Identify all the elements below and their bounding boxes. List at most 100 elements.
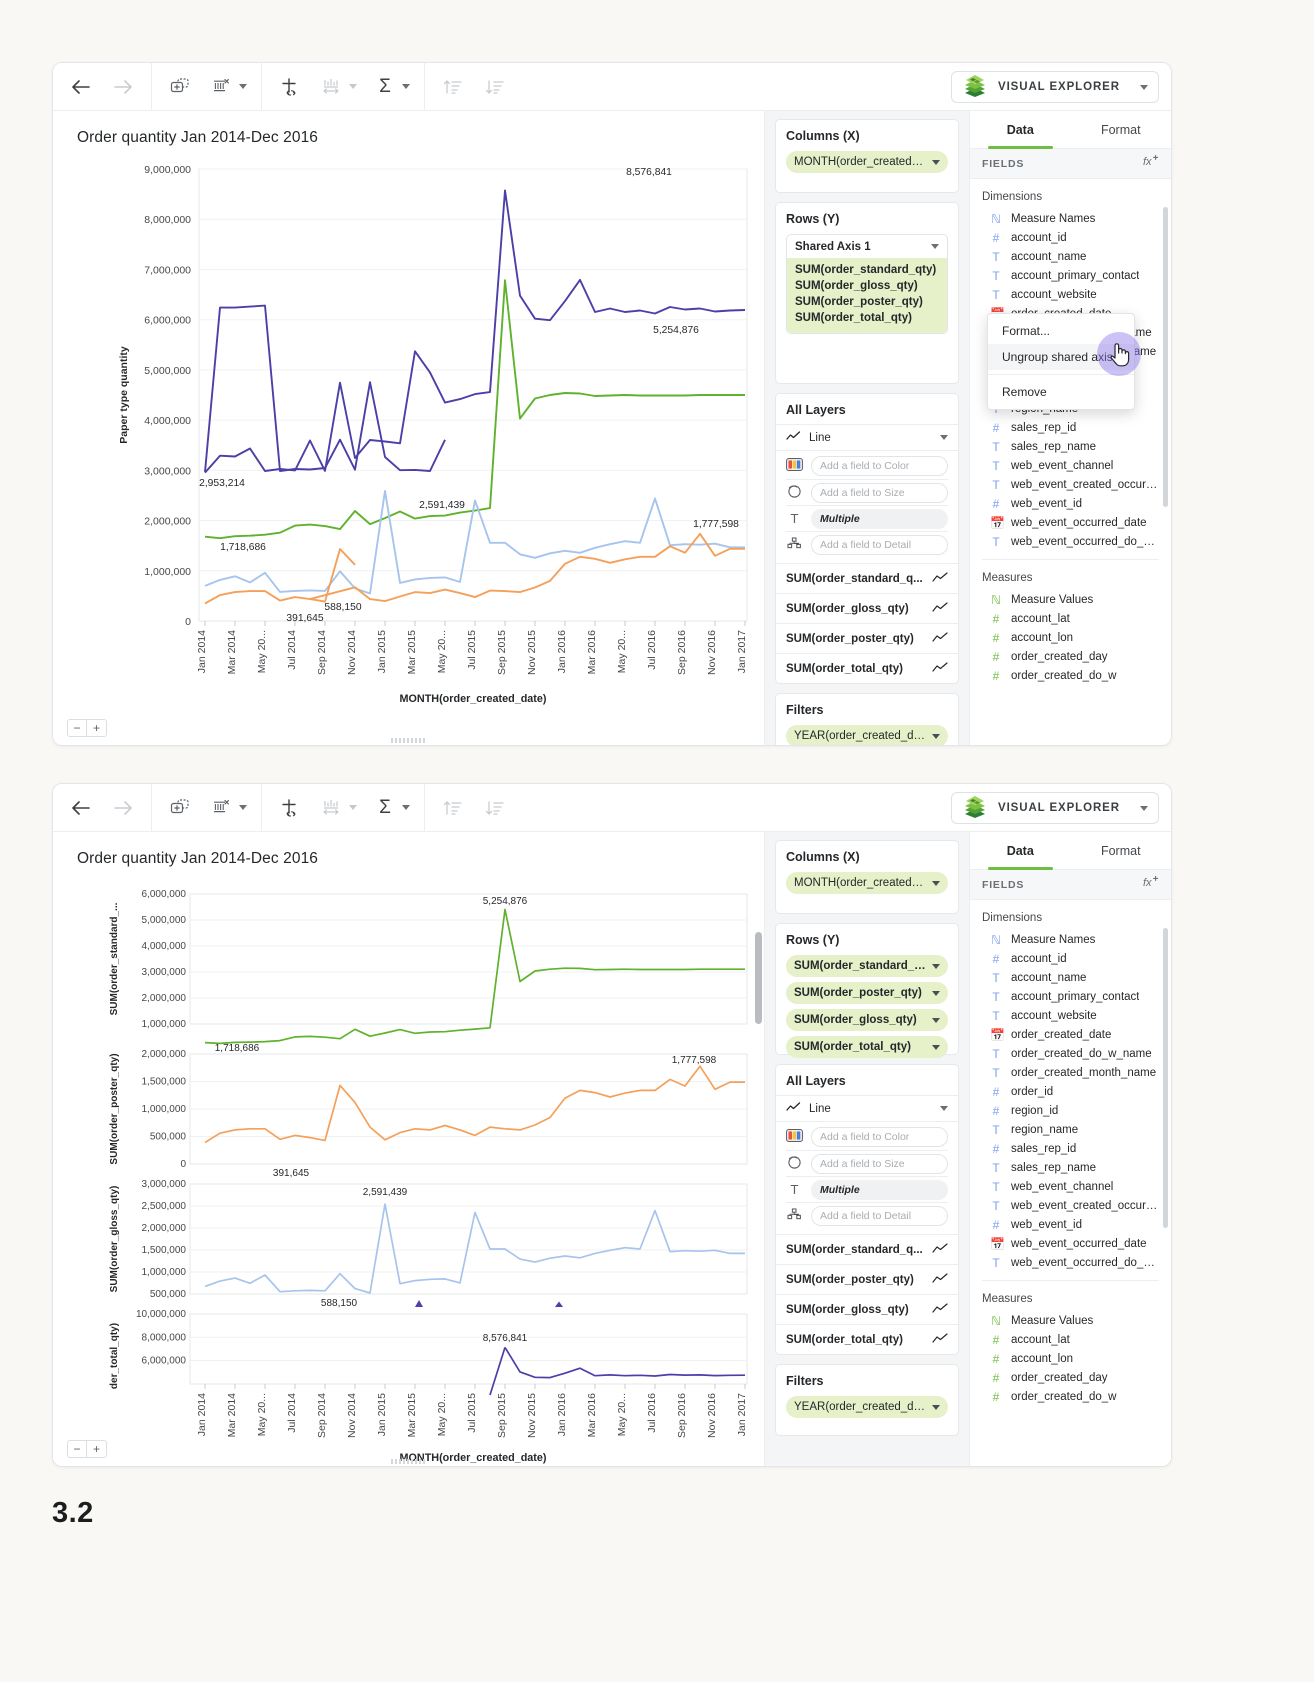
data-pane-scrollbar[interactable] (1163, 207, 1168, 507)
chevron-down-icon[interactable] (349, 805, 357, 810)
clear-chart-button[interactable] (208, 794, 247, 822)
zoom-in-button[interactable]: + (87, 719, 107, 737)
fit-width-icon[interactable] (318, 73, 346, 101)
text-icon[interactable]: T (790, 511, 799, 526)
size-icon[interactable] (786, 484, 803, 501)
field-item[interactable]: # web_event_id (970, 1215, 1171, 1234)
field-item[interactable]: ℕ Measure Names (970, 930, 1171, 949)
layer-row[interactable]: SUM(order_poster_qty) (776, 623, 958, 653)
field-item[interactable]: 📅 web_event_occurred_date (970, 1234, 1171, 1253)
data-pane-scrollbar[interactable] (1163, 928, 1168, 1228)
tab-format[interactable]: Format (1100, 843, 1141, 858)
color-palette-icon[interactable] (786, 458, 803, 474)
field-item[interactable]: # account_lat (970, 609, 1171, 628)
field-item[interactable]: 📅 web_event_occurred_date (970, 513, 1171, 532)
field-item[interactable]: # account_id (970, 949, 1171, 968)
shared-axis-field[interactable]: SUM(order_standard_qty) (795, 264, 937, 276)
field-item[interactable]: # region_id (970, 1101, 1171, 1120)
filters-pill-year[interactable]: YEAR(order_created_date) (786, 725, 948, 745)
totals-button[interactable]: Σ (371, 794, 410, 822)
fit-width-button[interactable] (318, 794, 357, 822)
columns-pill-month[interactable]: MONTH(order_created_d... (786, 151, 948, 173)
add-card-icon[interactable] (166, 794, 194, 822)
chevron-down-icon[interactable] (402, 805, 410, 810)
field-item[interactable]: # order_created_do_w (970, 1387, 1171, 1406)
color-palette-icon[interactable] (786, 1129, 803, 1145)
mark-type-selector[interactable]: Line (776, 424, 958, 451)
clear-chart-icon[interactable] (208, 794, 236, 822)
chevron-down-icon[interactable] (239, 805, 247, 810)
field-item[interactable]: Tweb_event_occurred_do_w_na... (970, 532, 1171, 551)
context-menu-item-remove[interactable]: Remove (1002, 385, 1047, 399)
totals-button[interactable]: Σ (371, 73, 410, 101)
resize-handle[interactable] (390, 738, 427, 743)
swap-axes-icon[interactable] (276, 73, 304, 101)
color-field-input[interactable]: Add a field to Color (811, 1127, 948, 1147)
rows-pill-total[interactable]: SUM(order_total_qty) (786, 1036, 948, 1058)
sigma-icon[interactable]: Σ (379, 796, 391, 818)
detail-field-input[interactable]: Add a field to Detail (811, 534, 948, 555)
layer-row[interactable]: SUM(order_standard_q... (776, 563, 958, 593)
sort-ascending-icon[interactable] (439, 794, 467, 822)
context-menu-item-ungroup-shared-axis[interactable]: Ungroup shared axis (988, 344, 1134, 370)
field-item[interactable]: # account_id (970, 228, 1171, 247)
chevron-down-icon[interactable] (940, 1106, 948, 1111)
layer-row[interactable]: SUM(order_total_qty) (776, 1324, 958, 1354)
resize-handle[interactable] (390, 1459, 427, 1464)
shared-axis-header[interactable]: Shared Axis 1 (787, 235, 947, 258)
chevron-down-icon[interactable] (932, 880, 940, 886)
swap-axes-icon[interactable] (276, 794, 304, 822)
size-field-input[interactable]: Add a field to Size (811, 1153, 948, 1174)
detail-icon[interactable] (786, 536, 803, 553)
chevron-down-icon[interactable] (932, 1044, 940, 1050)
sigma-icon[interactable]: Σ (379, 75, 391, 97)
field-item[interactable]: ℕ Measure Names (970, 209, 1171, 228)
chevron-down-icon[interactable] (932, 733, 940, 739)
columns-pill-month[interactable]: MONTH(order_created_d... (786, 872, 948, 894)
field-item[interactable]: ℕ Measure Values (970, 1311, 1171, 1330)
clear-chart-button[interactable] (208, 73, 247, 101)
fit-width-icon[interactable] (318, 794, 346, 822)
field-item[interactable]: # web_event_id (970, 494, 1171, 513)
chevron-down-icon[interactable] (349, 84, 357, 89)
detail-field-input[interactable]: Add a field to Detail (811, 1205, 948, 1226)
function-add-icon[interactable]: fx (1143, 875, 1159, 894)
layer-row[interactable]: SUM(order_poster_qty) (776, 1264, 958, 1294)
shared-axis-field[interactable]: SUM(order_total_qty) (795, 312, 912, 324)
zoom-out-button[interactable]: − (67, 1440, 87, 1458)
field-item[interactable]: # order_created_day (970, 1368, 1171, 1387)
chevron-down-icon[interactable] (1140, 84, 1148, 90)
filters-pill-year[interactable]: YEAR(order_created_date) (786, 1396, 948, 1418)
field-item[interactable]: 📅 order_created_date (970, 1025, 1171, 1044)
add-card-icon[interactable] (166, 73, 194, 101)
chevron-down-icon[interactable] (932, 963, 940, 969)
tab-format[interactable]: Format (1100, 122, 1141, 137)
sort-ascending-icon[interactable] (439, 73, 467, 101)
color-field-input[interactable]: Add a field to Color (811, 456, 948, 476)
field-item[interactable]: # sales_rep_id (970, 1139, 1171, 1158)
field-item[interactable]: # account_lon (970, 1349, 1171, 1368)
chevron-down-icon[interactable] (932, 1017, 940, 1023)
back-button[interactable] (67, 794, 95, 822)
layer-row[interactable]: SUM(order_total_qty) (776, 653, 958, 683)
size-icon[interactable] (786, 1155, 803, 1172)
forward-button[interactable] (109, 794, 137, 822)
field-item[interactable]: # account_lon (970, 628, 1171, 647)
chevron-down-icon[interactable] (931, 244, 939, 249)
chevron-down-icon[interactable] (239, 84, 247, 89)
back-button[interactable] (67, 73, 95, 101)
field-item[interactable]: Tweb_event_occurred_do_w_na... (970, 1253, 1171, 1272)
